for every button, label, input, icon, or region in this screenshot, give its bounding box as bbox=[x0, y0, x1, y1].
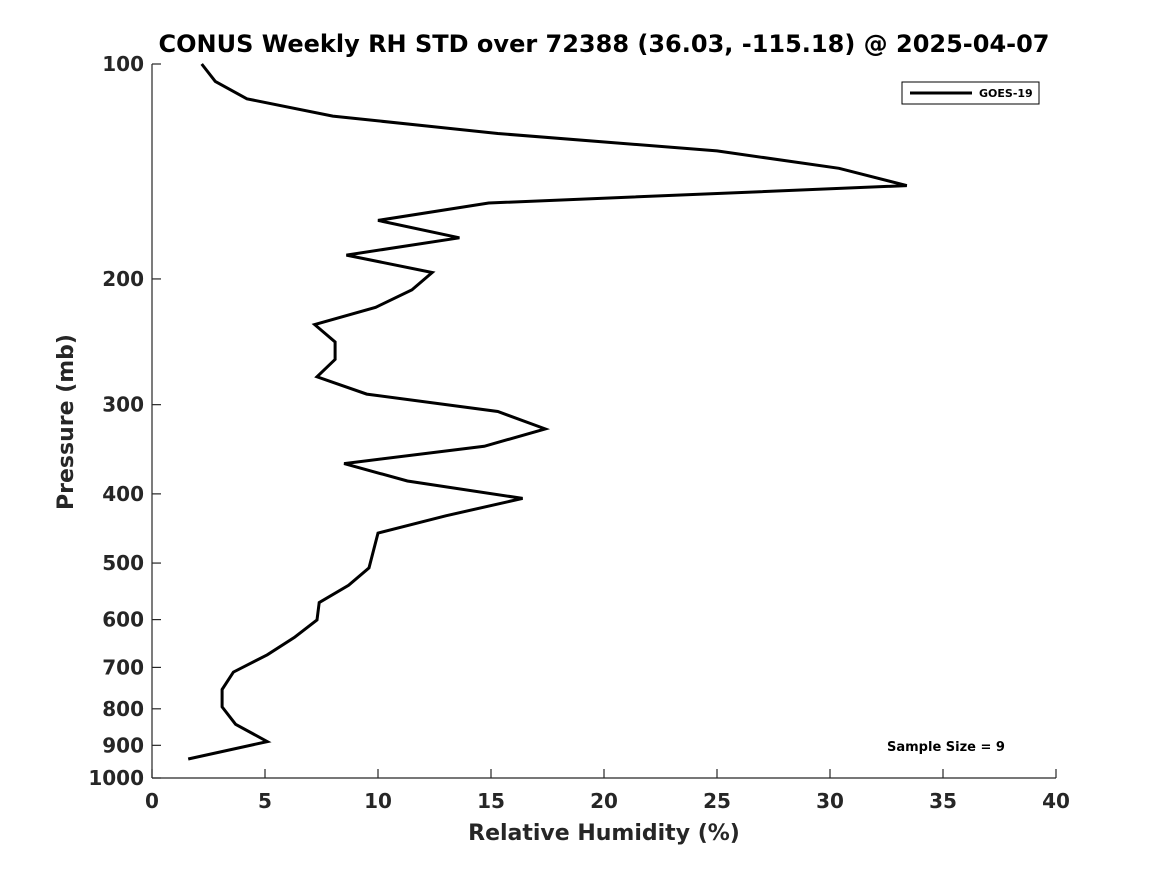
y-tick-label: 900 bbox=[102, 733, 144, 757]
sample-size-annotation: Sample Size = 9 bbox=[887, 740, 1005, 755]
x-tick-label: 15 bbox=[477, 789, 505, 813]
y-tick-label: 1000 bbox=[88, 766, 144, 790]
y-tick-label: 200 bbox=[102, 267, 144, 291]
y-tick-label: 400 bbox=[102, 482, 144, 506]
y-tick-label: 600 bbox=[102, 608, 144, 632]
y-tick-label: 100 bbox=[102, 52, 144, 76]
y-tick-label: 800 bbox=[102, 697, 144, 721]
plot-area bbox=[151, 64, 1056, 779]
x-axis-title: Relative Humidity (%) bbox=[468, 821, 740, 846]
x-tick-label: 30 bbox=[816, 789, 844, 813]
legend-label-goes-19: GOES-19 bbox=[979, 87, 1033, 100]
y-tick-label: 500 bbox=[102, 551, 144, 575]
series-line-goes-19 bbox=[187, 63, 908, 761]
y-tick-label: 300 bbox=[102, 393, 144, 417]
chart-title: CONUS Weekly RH STD over 72388 (36.03, -… bbox=[158, 30, 1049, 58]
x-tick-label: 20 bbox=[590, 789, 618, 813]
x-ticks: 0 5 10 15 20 25 30 35 40 bbox=[145, 769, 1070, 813]
series-layer bbox=[187, 63, 908, 761]
x-tick-label: 35 bbox=[929, 789, 957, 813]
x-tick-label: 0 bbox=[145, 789, 159, 813]
x-tick-label: 25 bbox=[703, 789, 731, 813]
legend: GOES-19 bbox=[901, 81, 1040, 105]
x-tick-label: 5 bbox=[258, 789, 272, 813]
y-tick-label: 700 bbox=[102, 655, 144, 679]
x-tick-label: 10 bbox=[364, 789, 392, 813]
y-ticks: 100 200 300 400 500 600 700 800 900 1000 bbox=[88, 52, 161, 790]
y-axis-title: Pressure (mb) bbox=[54, 334, 79, 510]
x-tick-label: 40 bbox=[1042, 789, 1070, 813]
